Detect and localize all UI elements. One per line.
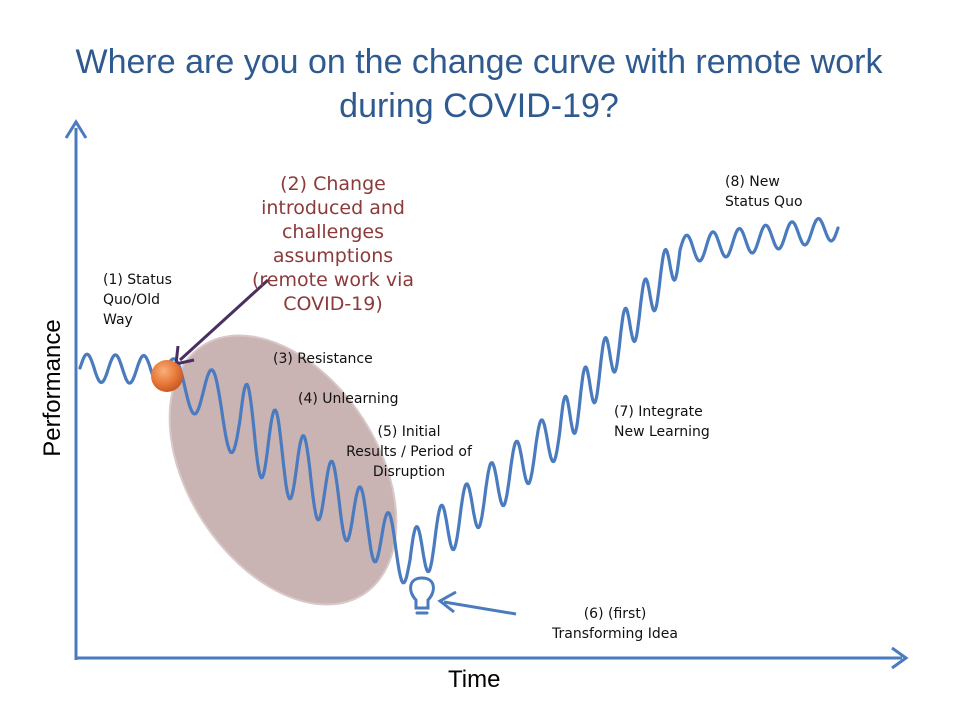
stage-2-label: (2) Change introduced and challenges ass…: [228, 172, 438, 316]
stage-7-label: (7) Integrate New Learning: [614, 402, 710, 442]
change-pointer-arrow: [178, 278, 270, 362]
stage-4-label: (4) Unlearning: [298, 391, 399, 407]
stage-2-line: challenges: [281, 221, 385, 243]
idea-pointer-arrowhead: [437, 590, 457, 614]
y-axis-label: Performance: [39, 319, 66, 457]
stage-7-line: (7) Integrate: [614, 404, 703, 420]
stage-1-line: (1) Status: [103, 272, 172, 288]
title-line-2: during COVID-19?: [339, 87, 619, 125]
stage-1-line: Quo/Old: [103, 292, 160, 308]
y-axis-arrowhead: [64, 119, 88, 139]
stage-6-line: Transforming Idea: [552, 626, 678, 642]
lightbulb-icon: [409, 576, 435, 615]
stage-2-line: (remote work via: [252, 269, 414, 291]
stage-6-label: (6) (first) Transforming Idea: [530, 604, 700, 644]
orange-dot-icon: [151, 360, 183, 392]
stage-6-line: (6) (first): [583, 606, 647, 622]
stage-5-line: Disruption: [372, 464, 446, 480]
stage-1-label: (1) Status Quo/Old Way: [103, 270, 172, 330]
stage-8-line: (8) New: [725, 174, 780, 190]
stage-2-line: introduced and: [261, 197, 405, 219]
x-axis-arrowhead: [891, 646, 909, 670]
stage-2-line: COVID-19): [283, 293, 383, 315]
stage-8-line: Status Quo: [725, 194, 803, 210]
stage-7-line: New Learning: [614, 424, 710, 440]
x-axis-label: Time: [448, 666, 501, 693]
stage-3-label: (3) Resistance: [273, 351, 373, 367]
stage-1-line: Way: [103, 312, 133, 328]
stage-2-line: assumptions: [272, 245, 394, 267]
stage-5-line: Results / Period of: [346, 444, 472, 460]
diagram-title: Where are you on the change curve with r…: [0, 40, 958, 128]
stage-8-label: (8) New Status Quo: [725, 172, 803, 212]
idea-pointer-arrow: [443, 600, 517, 616]
stage-2-line: (2) Change: [280, 173, 386, 195]
change-curve: [78, 216, 840, 585]
stage-5-line: (5) Initial: [377, 424, 441, 440]
title-line-1: Where are you on the change curve with r…: [75, 43, 883, 81]
stage-5-label: (5) Initial Results / Period of Disrupti…: [326, 422, 492, 482]
